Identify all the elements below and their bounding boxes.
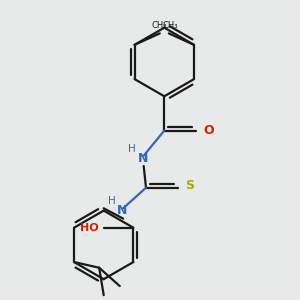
Text: O: O	[203, 124, 214, 137]
Text: CH₃: CH₃	[151, 21, 166, 30]
Text: N: N	[137, 152, 148, 164]
Text: CH₃: CH₃	[162, 21, 178, 30]
Text: S: S	[185, 179, 194, 192]
Text: H: H	[108, 196, 116, 206]
Text: HO: HO	[80, 223, 99, 233]
Text: H: H	[128, 144, 136, 154]
Text: N: N	[117, 204, 127, 217]
